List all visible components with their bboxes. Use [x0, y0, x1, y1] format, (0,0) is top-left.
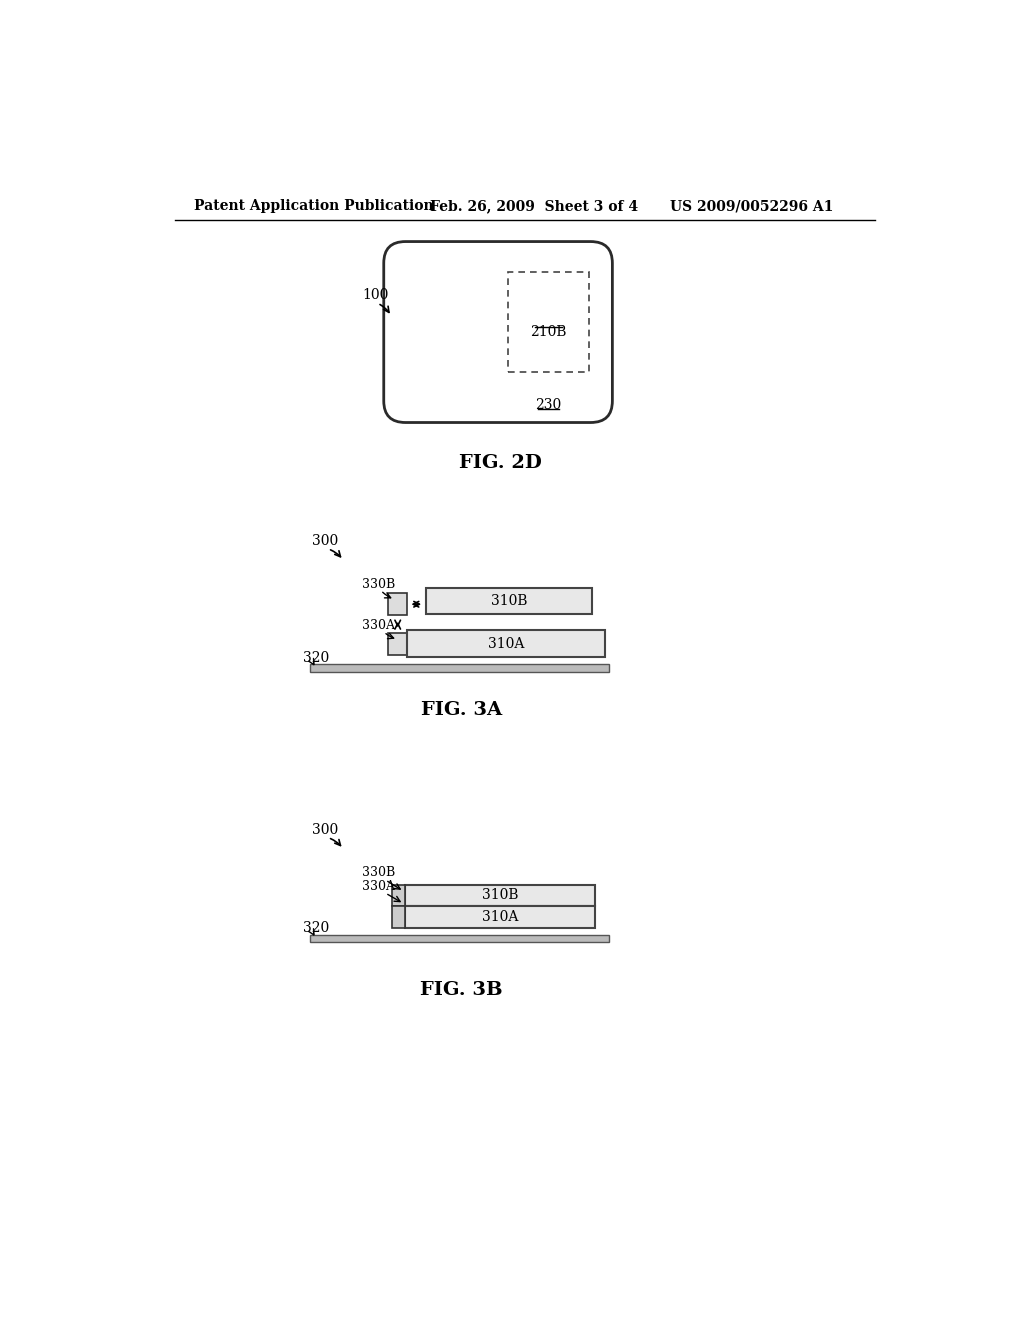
Text: 330A: 330A [362, 880, 395, 894]
Bar [388, 594, 407, 615]
Text: 310A: 310A [482, 909, 518, 924]
FancyBboxPatch shape [384, 242, 612, 422]
Text: FIG. 3B: FIG. 3B [420, 981, 503, 999]
Text: 300: 300 [311, 535, 338, 548]
Text: FIG. 2D: FIG. 2D [459, 454, 542, 471]
Text: 310B: 310B [490, 594, 527, 609]
Text: 330B: 330B [362, 578, 395, 591]
Bar [407, 631, 604, 656]
Text: US 2009/0052296 A1: US 2009/0052296 A1 [671, 199, 834, 213]
Text: 320: 320 [303, 921, 330, 936]
Text: 310B: 310B [482, 888, 518, 903]
Text: 330B: 330B [362, 866, 395, 879]
Bar [406, 884, 595, 906]
Bar [391, 906, 406, 928]
Text: Feb. 26, 2009  Sheet 3 of 4: Feb. 26, 2009 Sheet 3 of 4 [430, 199, 638, 213]
Text: 210B: 210B [530, 325, 566, 339]
Text: FIG. 3A: FIG. 3A [421, 701, 502, 719]
Text: Patent Application Publication: Patent Application Publication [194, 199, 433, 213]
Text: 330A: 330A [362, 619, 395, 632]
Bar [310, 664, 608, 672]
Bar [406, 906, 595, 928]
Bar [391, 884, 406, 906]
Text: 230: 230 [536, 397, 561, 412]
Bar [388, 634, 407, 655]
Text: 310A: 310A [487, 636, 524, 651]
Text: 320: 320 [303, 651, 330, 665]
Text: 300: 300 [311, 822, 338, 837]
Bar [310, 935, 608, 942]
Bar [426, 589, 592, 614]
Text: 100: 100 [362, 289, 388, 302]
Bar [508, 272, 589, 372]
